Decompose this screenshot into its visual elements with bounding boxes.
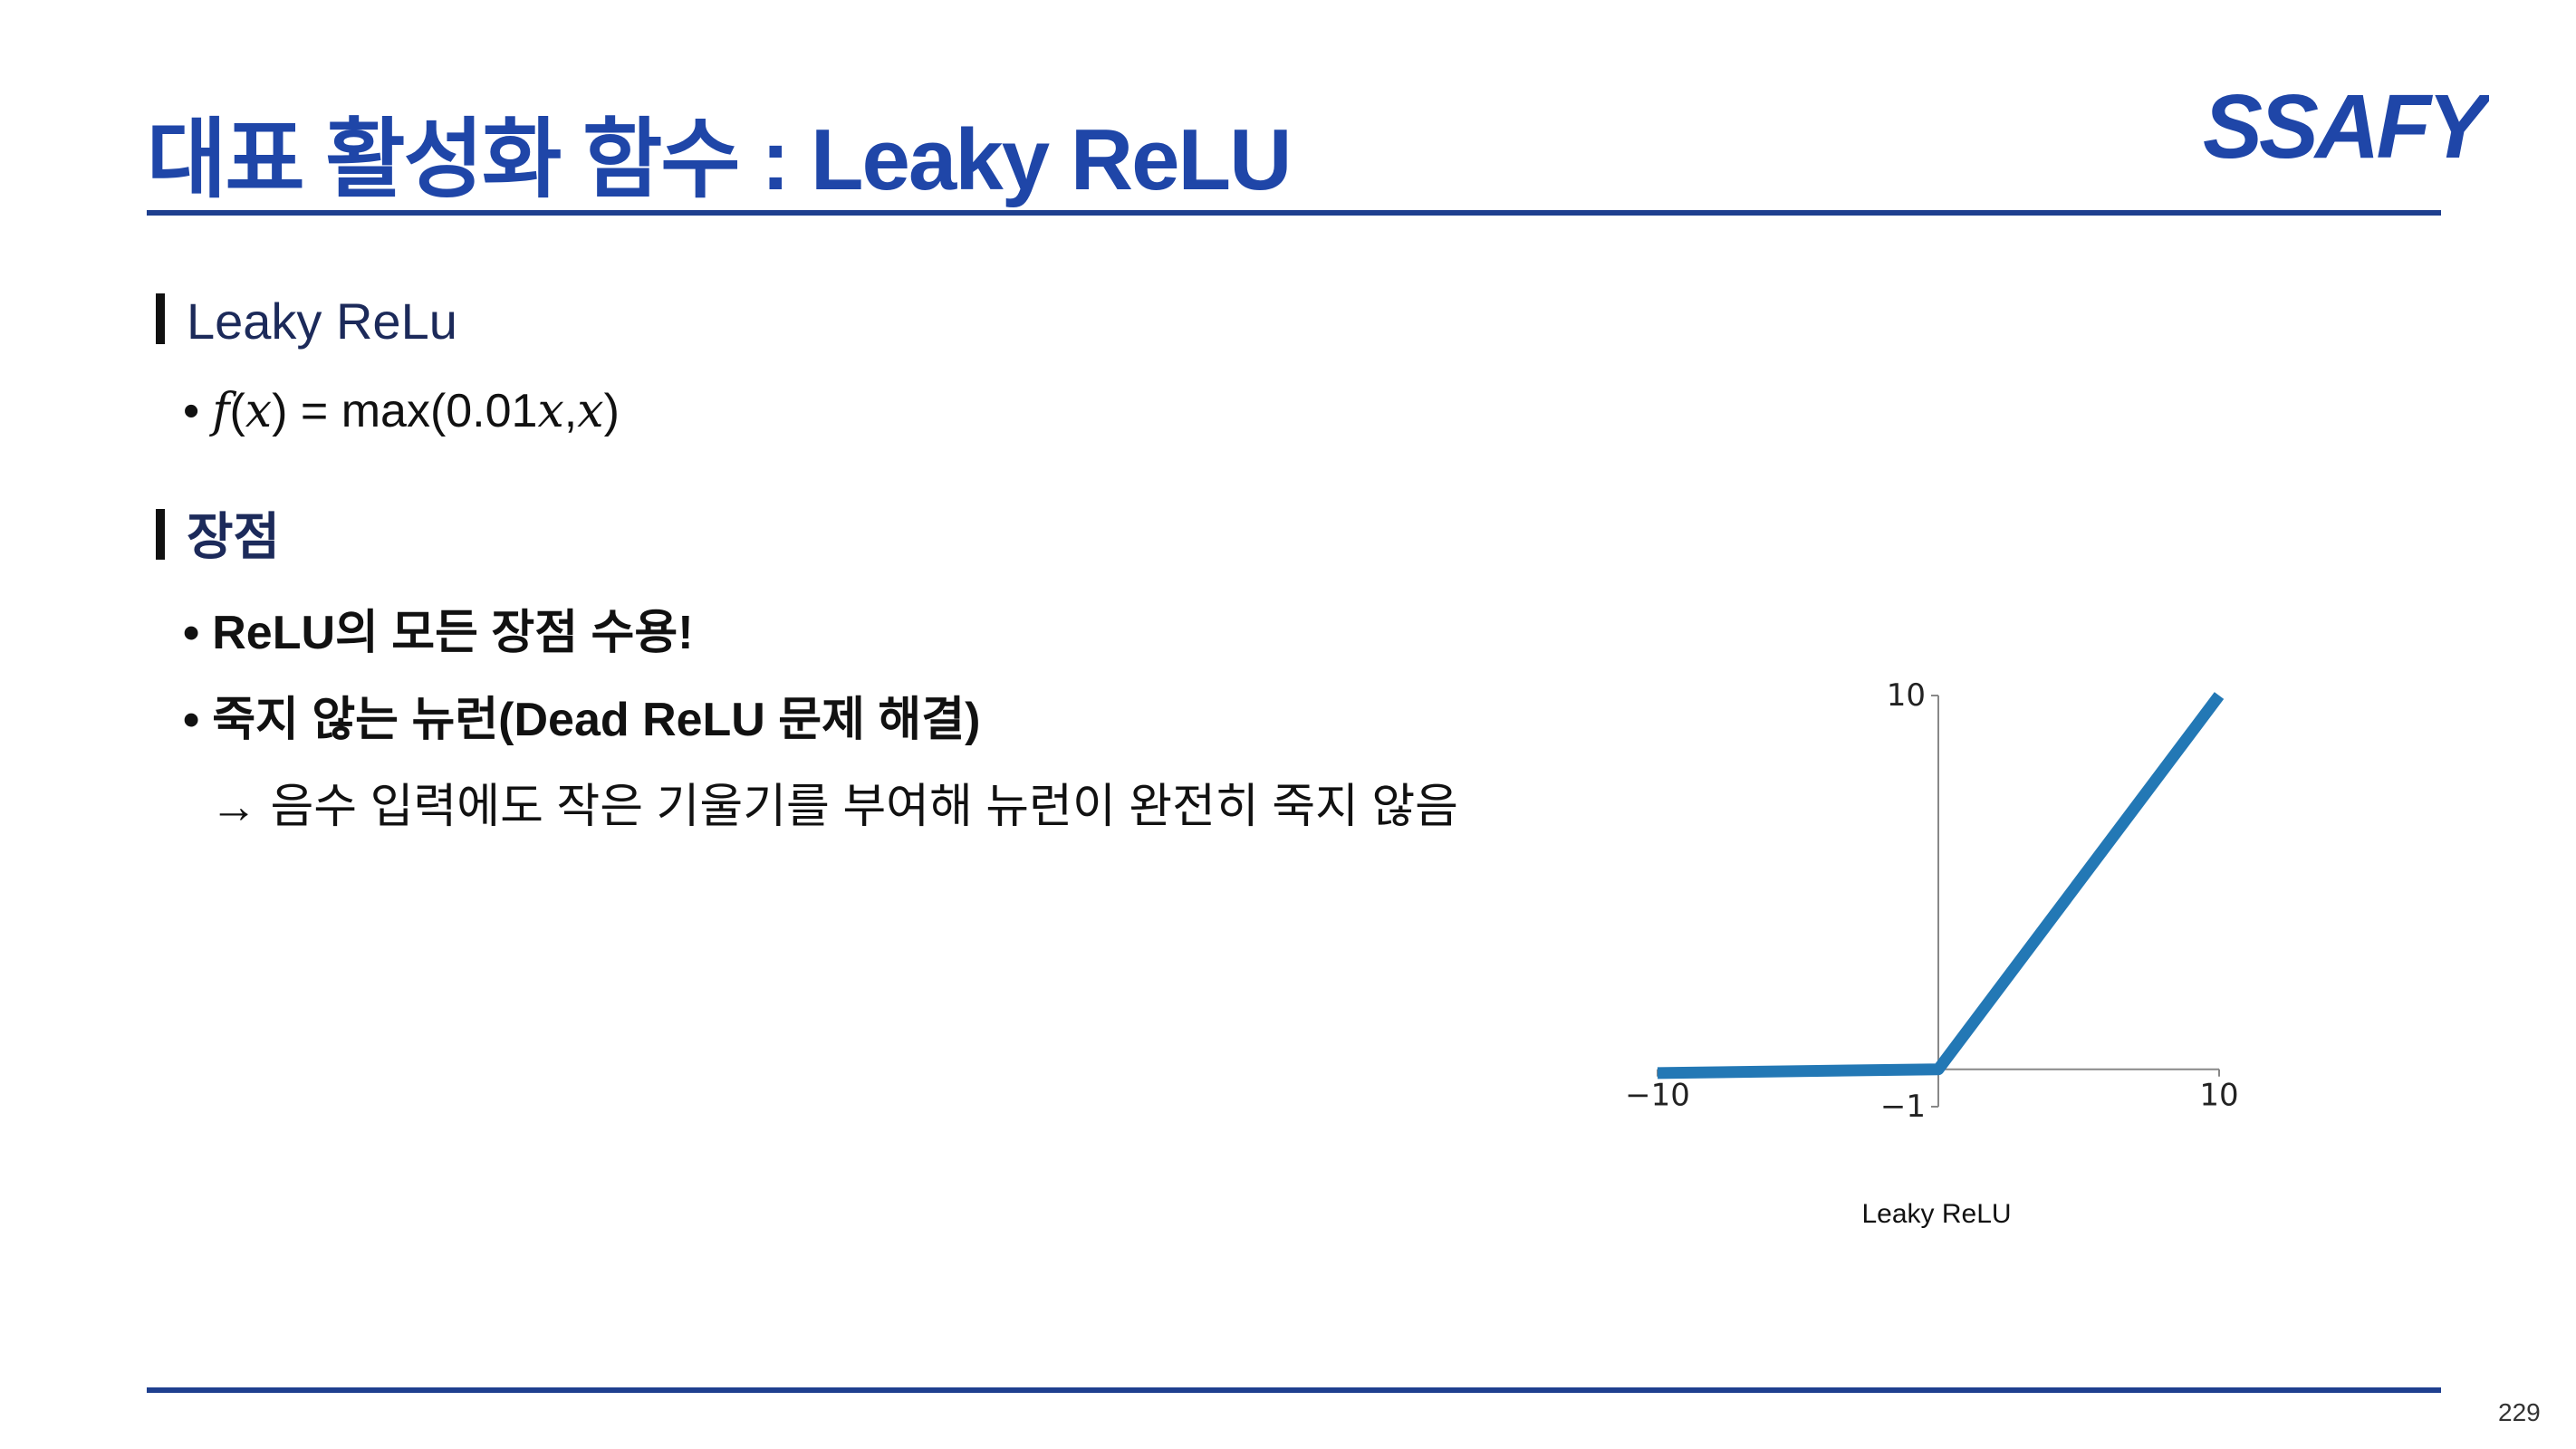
page-title: 대표 활성화 함수 : Leaky ReLU bbox=[147, 111, 1292, 208]
header-divider bbox=[147, 210, 2441, 216]
y-tick-label: −1 bbox=[1880, 1089, 1926, 1125]
formula-close: ) bbox=[603, 385, 620, 437]
page-number: 229 bbox=[2498, 1398, 2541, 1426]
advantage-detail: → 음수 입력에도 작은 기울기를 부여해 뉴런이 완전히 죽지 않음 bbox=[210, 781, 1459, 833]
chart-axes bbox=[1658, 696, 2219, 1107]
section-marker bbox=[156, 509, 165, 560]
section-heading-advantages: 장점 bbox=[156, 496, 280, 570]
formula-function: f bbox=[212, 384, 230, 438]
chart-lines bbox=[1657, 692, 2225, 1080]
advantage-item: • ReLU의 모든 장점 수용! bbox=[183, 607, 694, 659]
section-heading-label: 장점 bbox=[187, 508, 281, 565]
leaky-relu-chart: 10 −1 −10 10 Leaky ReLU bbox=[1625, 677, 2239, 1229]
formula-variable: x bbox=[245, 384, 273, 438]
formula-body: ) = max(0.01 bbox=[272, 385, 538, 437]
formula-comma: , bbox=[563, 385, 578, 437]
section-marker bbox=[156, 293, 165, 344]
series-line bbox=[1657, 692, 2225, 1080]
section-heading-label: Leaky ReLu bbox=[187, 293, 457, 350]
x-tick-label: 10 bbox=[2199, 1078, 2238, 1114]
advantage-item: • 죽지 않는 뉴런(Dead ReLU 문제 해결) bbox=[183, 694, 981, 746]
formula-variable-3: x bbox=[577, 384, 604, 438]
formula-variable-2: x bbox=[537, 384, 564, 438]
advantage-item-label: ReLU의 모든 장점 수용! bbox=[212, 607, 694, 659]
section-heading-definition: Leaky ReLu bbox=[156, 292, 457, 350]
advantage-item-label: 죽지 않는 뉴런(Dead ReLU 문제 해결) bbox=[212, 694, 981, 746]
footer-divider bbox=[147, 1387, 2441, 1393]
ssafy-logo: SSAFY bbox=[2203, 76, 2489, 174]
chart-xlabel: Leaky ReLU bbox=[1861, 1199, 2011, 1229]
chart-ticks: 10 −1 −10 10 bbox=[1625, 677, 2239, 1125]
x-tick-label: −10 bbox=[1625, 1078, 1690, 1114]
logo-text: SSAFY bbox=[2203, 76, 2489, 174]
y-tick-label: 10 bbox=[1887, 677, 1926, 714]
formula-bullet: • f(x) = max(0.01x,x) bbox=[183, 384, 620, 438]
